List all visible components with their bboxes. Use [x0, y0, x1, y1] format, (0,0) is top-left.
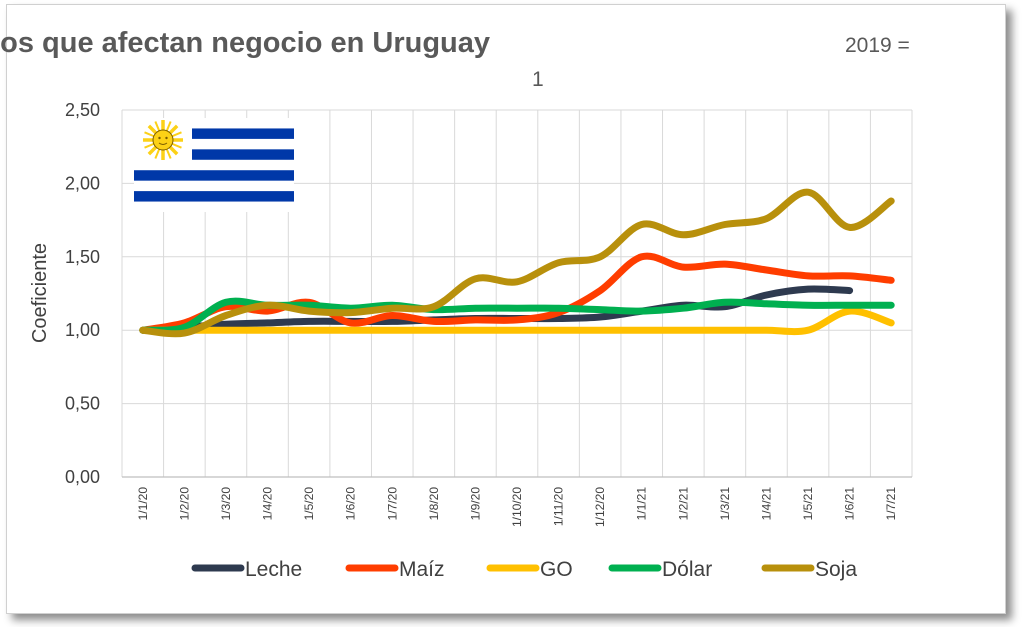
x-tick-label: 1/9/20	[468, 487, 482, 521]
y-axis-label: Coeficiente	[29, 243, 51, 343]
flag-stripe	[134, 170, 294, 181]
chart-title: Precios relativos que afectan negocio en…	[0, 27, 490, 59]
x-tick-label: 1/3/21	[718, 487, 732, 521]
x-tick-label: 1/10/20	[510, 487, 524, 527]
x-tick-label: 1/1/20	[136, 487, 150, 521]
x-tick-label: 1/7/20	[385, 487, 399, 521]
legend-item-soja: Soja	[761, 558, 857, 581]
y-tick-label: 0,00	[65, 467, 100, 487]
legend-item-go: GO	[486, 558, 573, 581]
x-tick-label: 1/7/21	[884, 487, 898, 521]
x-tick-label: 1/11/20	[552, 487, 566, 526]
legend-label: Dólar	[662, 558, 712, 581]
x-tick-label: 1/2/21	[676, 487, 690, 521]
y-tick-label: 1,50	[65, 247, 100, 267]
x-tick-label: 1/4/20	[261, 487, 275, 521]
series-line-maiz	[139, 252, 895, 334]
data-series	[139, 188, 895, 338]
legend: Leche Maíz GO Dólar Soja	[191, 558, 857, 581]
y-axis-ticks: 0,00 0,50 1,00 1,50 2,00 2,50	[65, 100, 100, 487]
x-tick-label: 1/1/21	[635, 487, 649, 521]
flag-sun-eye	[165, 136, 168, 140]
x-tick-label: 1/5/21	[801, 487, 815, 521]
x-tick-label: 1/12/20	[593, 487, 607, 527]
x-axis-ticks: 1/1/20 1/2/20 1/3/20 1/4/20 1/5/20 1/6/20 1/7/…	[136, 487, 898, 527]
flag-stripe	[192, 128, 294, 139]
y-tick-label: 0,50	[65, 394, 100, 414]
legend-label: Leche	[245, 558, 302, 581]
x-tick-label: 1/4/21	[759, 487, 773, 521]
flag-stripe	[192, 149, 294, 160]
legend-item-leche: Leche	[191, 558, 302, 581]
x-tick-label: 1/6/21	[843, 487, 857, 521]
y-tick-label: 2,50	[65, 100, 100, 120]
y-tick-label: 2,00	[65, 173, 100, 193]
x-tick-label: 1/2/20	[177, 487, 191, 521]
x-tick-label: 1/8/20	[427, 487, 441, 521]
flag-sun-mouth	[158, 142, 168, 145]
legend-item-maiz: Maíz	[345, 558, 445, 581]
legend-label: Soja	[815, 558, 857, 581]
uruguay-flag-icon	[134, 118, 294, 212]
series-line-soja	[139, 188, 895, 338]
legend-label: Maíz	[399, 558, 445, 581]
x-tick-label: 1/6/20	[344, 487, 358, 521]
flag-sun-face	[152, 129, 174, 151]
chart-subtitle: 2019 = 1	[532, 34, 916, 91]
x-tick-label: 1/3/20	[219, 487, 233, 521]
legend-label: GO	[540, 558, 573, 581]
series-line-go	[139, 307, 895, 336]
legend-item-dolar: Dólar	[608, 558, 712, 581]
flag-stripe	[134, 191, 294, 202]
y-tick-label: 1,00	[65, 320, 100, 340]
flag-sun-eye	[158, 136, 161, 140]
x-tick-label: 1/5/20	[302, 487, 316, 521]
